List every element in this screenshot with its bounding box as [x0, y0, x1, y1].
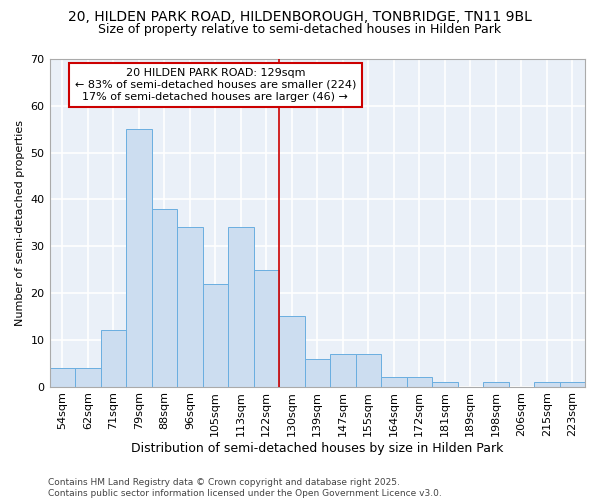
Bar — [534, 382, 560, 386]
Bar — [50, 368, 75, 386]
Bar — [432, 382, 458, 386]
Text: Size of property relative to semi-detached houses in Hilden Park: Size of property relative to semi-detach… — [98, 22, 502, 36]
Bar — [177, 228, 203, 386]
Bar — [203, 284, 228, 387]
Bar — [560, 382, 585, 386]
Bar — [228, 228, 254, 386]
Bar — [152, 209, 177, 386]
Bar — [279, 316, 305, 386]
X-axis label: Distribution of semi-detached houses by size in Hilden Park: Distribution of semi-detached houses by … — [131, 442, 503, 455]
Text: 20, HILDEN PARK ROAD, HILDENBOROUGH, TONBRIDGE, TN11 9BL: 20, HILDEN PARK ROAD, HILDENBOROUGH, TON… — [68, 10, 532, 24]
Bar — [407, 377, 432, 386]
Bar — [330, 354, 356, 386]
Y-axis label: Number of semi-detached properties: Number of semi-detached properties — [15, 120, 25, 326]
Bar — [75, 368, 101, 386]
Text: 20 HILDEN PARK ROAD: 129sqm
← 83% of semi-detached houses are smaller (224)
17% : 20 HILDEN PARK ROAD: 129sqm ← 83% of sem… — [74, 68, 356, 102]
Bar — [356, 354, 381, 386]
Bar — [126, 129, 152, 386]
Bar — [254, 270, 279, 386]
Text: Contains HM Land Registry data © Crown copyright and database right 2025.
Contai: Contains HM Land Registry data © Crown c… — [48, 478, 442, 498]
Bar — [305, 358, 330, 386]
Bar — [381, 377, 407, 386]
Bar — [101, 330, 126, 386]
Bar — [483, 382, 509, 386]
